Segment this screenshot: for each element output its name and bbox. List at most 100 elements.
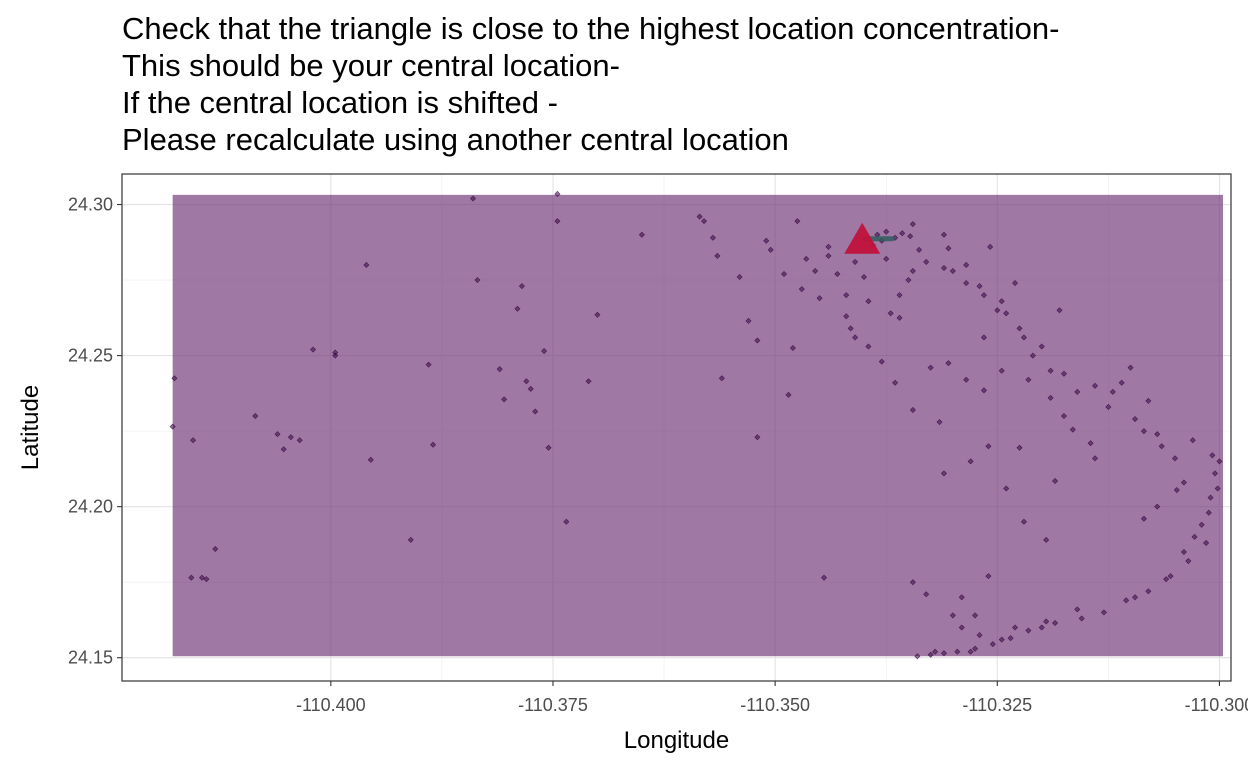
location-point: [1180, 548, 1187, 556]
location-point: [967, 648, 974, 655]
y-axis-title: Latitude: [17, 385, 44, 470]
location-point: [909, 406, 916, 413]
location-point: [963, 261, 970, 268]
location-point: [1205, 509, 1212, 516]
location-point: [469, 195, 477, 202]
location-point: [834, 270, 841, 278]
location-point: [860, 274, 868, 281]
location-point: [914, 653, 921, 660]
location-point: [496, 366, 503, 373]
location-point: [1003, 485, 1010, 492]
location-point: [1185, 558, 1192, 565]
x-tick-label: -110.325: [962, 695, 1032, 715]
location-point: [1016, 325, 1023, 332]
location-point: [501, 396, 508, 403]
bounding-box-layer: [172, 194, 1224, 657]
location-point: [989, 641, 996, 648]
location-point: [940, 231, 947, 238]
location-point: [523, 378, 530, 385]
location-point: [332, 352, 339, 359]
location-point: [980, 334, 987, 341]
location-point: [896, 292, 903, 299]
location-point: [1209, 452, 1216, 459]
location-point: [798, 286, 805, 293]
location-point: [310, 346, 317, 353]
location-point: [1167, 573, 1174, 580]
location-point: [878, 358, 885, 365]
bounding-box-rect: [172, 194, 1224, 657]
location-point: [1020, 518, 1027, 525]
location-point: [1060, 370, 1067, 377]
location-point: [198, 574, 206, 581]
location-point: [852, 334, 859, 341]
location-point: [927, 364, 934, 371]
location-point: [296, 437, 303, 444]
location-point: [812, 267, 819, 275]
location-point: [909, 267, 916, 275]
location-point: [709, 234, 716, 241]
location-point: [896, 314, 903, 321]
location-point: [1154, 503, 1161, 510]
location-point: [1132, 416, 1139, 423]
x-axis-ticks: -110.400 -110.375 -110.350 -110.325 -110.300: [296, 681, 1248, 715]
location-point: [865, 343, 872, 350]
location-point: [274, 431, 281, 438]
location-point: [171, 375, 178, 382]
title-line-2: This should be your central location-: [122, 48, 620, 83]
x-axis-title: Longitude: [624, 727, 729, 754]
location-point: [1069, 426, 1076, 433]
location-point: [803, 255, 810, 262]
location-point: [883, 255, 890, 262]
title-line-1: Check that the triangle is close to the …: [122, 11, 1060, 46]
location-point: [190, 437, 197, 444]
location-point: [825, 252, 832, 259]
location-point: [1078, 615, 1085, 622]
location-point: [638, 231, 645, 238]
title-line-3: If the central location is shifted -: [122, 85, 558, 120]
location-point: [1203, 539, 1210, 546]
location-point: [1207, 494, 1214, 501]
location-point: [1140, 515, 1147, 522]
location-point: [949, 267, 956, 275]
location-point: [1154, 431, 1161, 438]
location-point: [1140, 428, 1147, 435]
location-point: [976, 283, 983, 290]
location-point: [1007, 635, 1014, 642]
location-point: [169, 423, 176, 430]
location-point: [1191, 533, 1198, 540]
location-point: [212, 545, 219, 552]
location-point: [736, 274, 743, 281]
title-line-4: Please recalculate using another central…: [122, 122, 789, 157]
location-point: [1038, 624, 1045, 631]
location-point: [794, 218, 801, 225]
location-point: [980, 387, 987, 394]
location-point: [474, 277, 481, 284]
location-point: [754, 337, 761, 344]
location-point: [1132, 594, 1139, 601]
location-point: [945, 360, 952, 367]
location-point: [780, 270, 788, 278]
location-point: [927, 651, 934, 658]
location-point: [985, 443, 992, 450]
location-point: [987, 243, 994, 250]
location-point: [958, 624, 965, 631]
location-point: [518, 283, 525, 290]
location-point: [1052, 477, 1059, 485]
location-point: [865, 298, 872, 305]
location-point: [1016, 444, 1023, 451]
location-point: [754, 434, 761, 441]
location-point: [594, 311, 601, 318]
location-point: [994, 307, 1001, 314]
location-point: [923, 258, 930, 265]
y-tick-label: 24.30: [68, 195, 113, 215]
location-point: [1189, 437, 1196, 444]
location-point: [1056, 307, 1063, 314]
location-point: [1012, 624, 1019, 631]
location-point: [1020, 334, 1027, 341]
x-tick-label: -110.350: [740, 695, 810, 715]
location-point: [923, 591, 930, 598]
location-point: [1003, 310, 1010, 317]
y-tick-label: 24.25: [68, 346, 113, 366]
location-point: [1109, 388, 1116, 395]
location-point: [789, 345, 796, 352]
